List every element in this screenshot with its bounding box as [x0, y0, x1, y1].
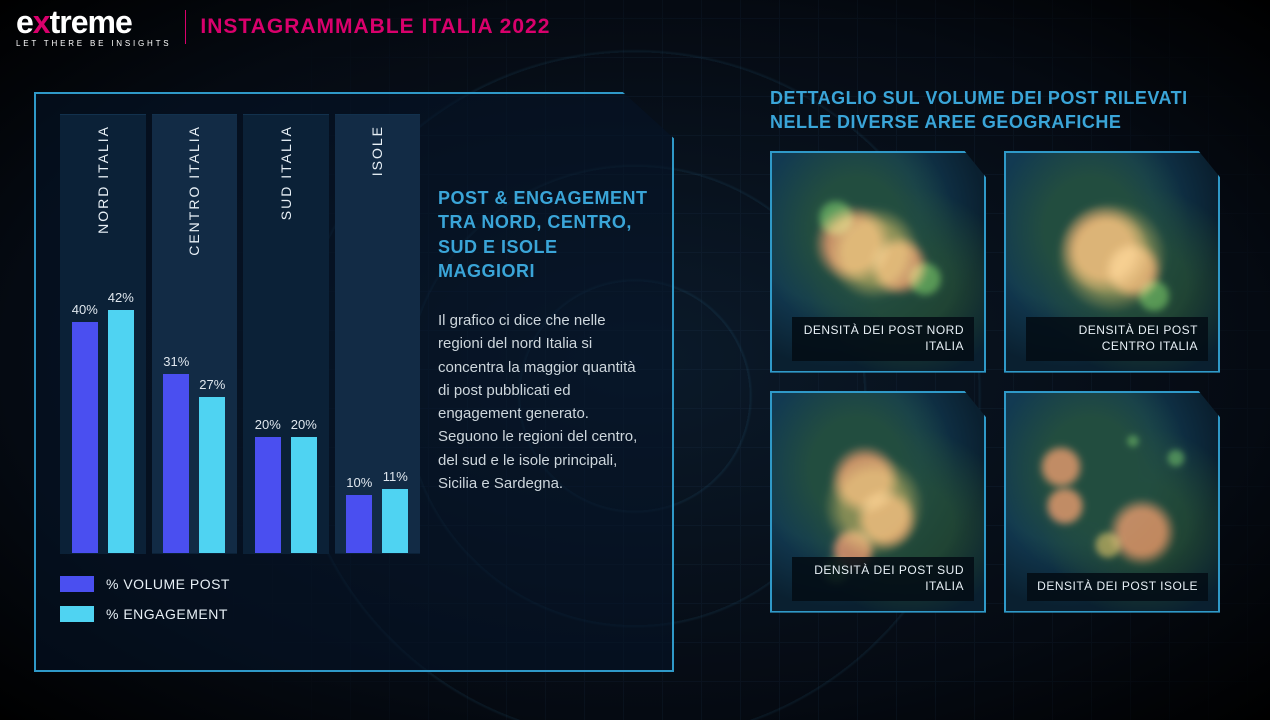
heatmap-blob: [1136, 278, 1172, 314]
chart-bar-value: 27%: [199, 377, 225, 392]
chart-legend: % VOLUME POST % ENGAGEMENT: [60, 576, 420, 622]
chart-group: SUD ITALIA 20% 20%: [243, 114, 329, 554]
chart-bar: 20%: [255, 437, 281, 553]
chart-bars: 40% 42%: [60, 293, 146, 553]
heatmap-blob: [906, 260, 944, 298]
legend-item: % VOLUME POST: [60, 576, 420, 592]
chart-bar-value: 10%: [346, 475, 372, 490]
chart-text: POST & ENGAGEMENT TRA NORD, CENTRO, SUD …: [438, 114, 648, 652]
chart-category-label: NORD ITALIA: [95, 125, 111, 234]
legend-item: % ENGAGEMENT: [60, 606, 420, 622]
chart-category-label: ISOLE: [369, 125, 385, 176]
chart-bars: 31% 27%: [152, 293, 238, 553]
brand-tagline: LET THERE BE INSIGHTS: [16, 40, 171, 48]
header-divider: [185, 10, 186, 44]
chart-text-body: Il grafico ci dice che nelle regioni del…: [438, 309, 648, 495]
header: extreme LET THERE BE INSIGHTS INSTAGRAMM…: [0, 0, 1270, 48]
chart-category-label: SUD ITALIA: [278, 125, 294, 220]
heatmap-tile: DENSITÀ DEI POST CENTRO ITALIA: [1004, 151, 1220, 373]
chart-bar: 11%: [382, 489, 408, 553]
heatmap-label: DENSITÀ DEI POST ISOLE: [1027, 573, 1208, 601]
chart-category-label: CENTRO ITALIA: [186, 125, 202, 256]
page-title: INSTAGRAMMABLE ITALIA 2022: [200, 15, 550, 39]
bar-chart: NORD ITALIA 40% 42% CENTRO ITALIA 31% 27% SUD …: [60, 114, 420, 554]
heatmap-tile: DENSITÀ DEI POST ISOLE: [1004, 391, 1220, 613]
chart-bar: 42%: [108, 310, 134, 553]
heatmap-blob: [1038, 444, 1084, 490]
brand-pre: e: [16, 4, 33, 40]
brand-post: treme: [50, 4, 132, 40]
right-title: DETTAGLIO SUL VOLUME DEI POST RILEVATI N…: [770, 86, 1220, 135]
heatmap-blob: [824, 456, 924, 556]
chart-bar: 31%: [163, 374, 189, 553]
heatmap-tile: DENSITÀ DEI POST NORD ITALIA: [770, 151, 986, 373]
chart-bar: 20%: [291, 437, 317, 553]
chart-bar: 40%: [72, 322, 98, 553]
chart-text-title: POST & ENGAGEMENT TRA NORD, CENTRO, SUD …: [438, 186, 648, 283]
right-section: DETTAGLIO SUL VOLUME DEI POST RILEVATI N…: [770, 86, 1220, 613]
heatmap-tile: DENSITÀ DEI POST SUD ITALIA: [770, 391, 986, 613]
heatmap-blob: [1093, 530, 1123, 560]
chart-bar-value: 20%: [291, 417, 317, 432]
chart-bar: 27%: [199, 397, 225, 553]
chart-group: ISOLE 10% 11%: [335, 114, 421, 554]
chart-bar: 10%: [346, 495, 372, 553]
left-panel: NORD ITALIA 40% 42% CENTRO ITALIA 31% 27% SUD …: [34, 92, 674, 672]
legend-swatch: [60, 606, 94, 622]
chart-bars: 10% 11%: [335, 293, 421, 553]
brand-x: x: [33, 4, 50, 40]
chart-column: NORD ITALIA 40% 42% CENTRO ITALIA 31% 27% SUD …: [60, 114, 420, 652]
heatmap-label: DENSITÀ DEI POST SUD ITALIA: [792, 557, 974, 600]
brand-wordmark: extreme: [16, 6, 171, 38]
chart-bar-value: 31%: [163, 354, 189, 369]
heatmap-blob: [1166, 448, 1186, 468]
chart-bars: 20% 20%: [243, 293, 329, 553]
heatmap-label: DENSITÀ DEI POST CENTRO ITALIA: [1026, 317, 1208, 360]
chart-bar-value: 20%: [255, 417, 281, 432]
heatmap-grid: DENSITÀ DEI POST NORD ITALIA DENSITÀ DEI …: [770, 151, 1220, 613]
heatmap-blob: [1044, 485, 1086, 527]
chart-group: CENTRO ITALIA 31% 27%: [152, 114, 238, 554]
chart-bar-value: 40%: [72, 302, 98, 317]
legend-label: % ENGAGEMENT: [106, 606, 228, 622]
legend-swatch: [60, 576, 94, 592]
brand-logo: extreme LET THERE BE INSIGHTS: [16, 6, 171, 48]
chart-bar-value: 42%: [108, 290, 134, 305]
legend-label: % VOLUME POST: [106, 576, 230, 592]
heatmap-label: DENSITÀ DEI POST NORD ITALIA: [792, 317, 974, 360]
heatmap-blob: [1126, 434, 1140, 448]
chart-bar-value: 11%: [383, 469, 408, 484]
chart-group: NORD ITALIA 40% 42%: [60, 114, 146, 554]
heatmap-blob: [816, 198, 856, 238]
